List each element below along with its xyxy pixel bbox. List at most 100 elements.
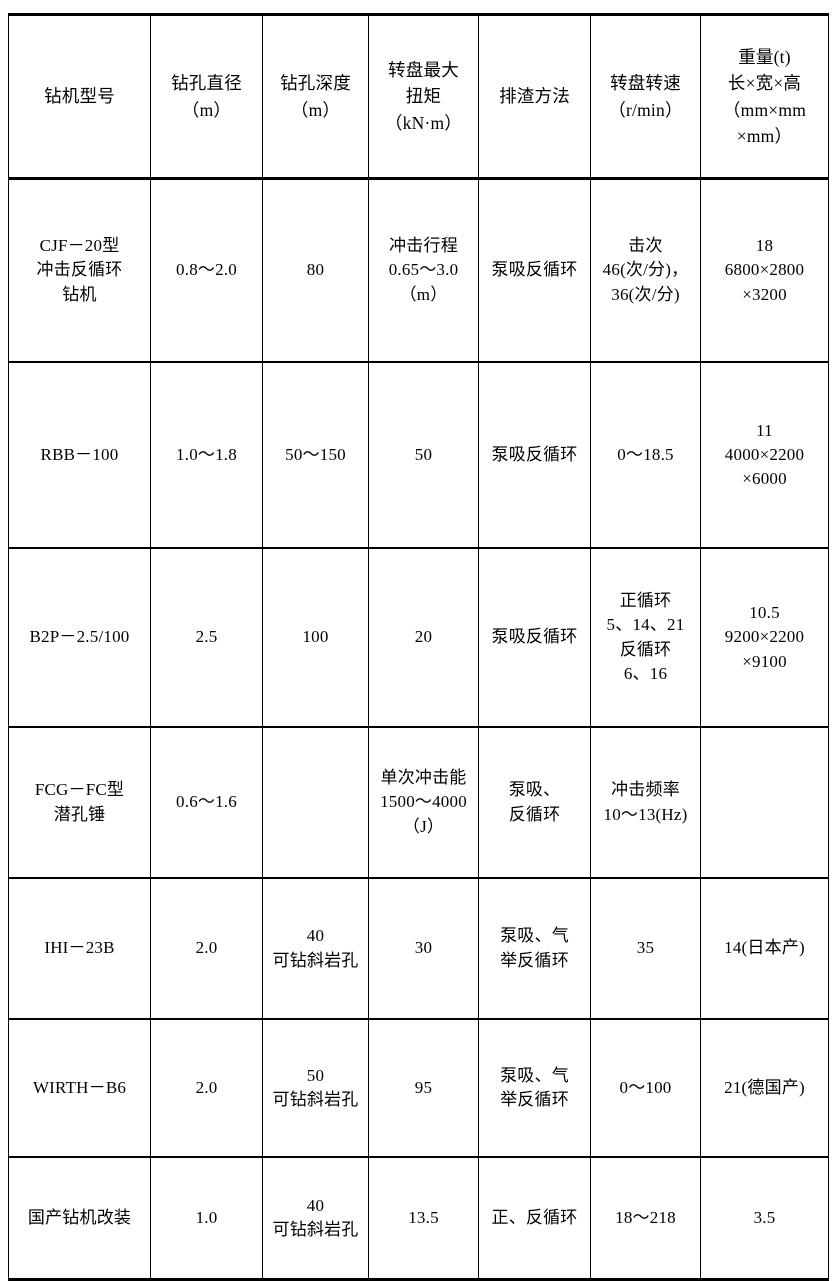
column-header-rotary-speed: 转盘转速 （r/min）	[590, 14, 701, 179]
cell-content: 泵吸反循环	[481, 625, 588, 649]
cell-content: 0～18.5	[593, 443, 698, 467]
header-lines-rotary-speed: 转盘转速 （r/min）	[593, 70, 698, 123]
cell-weight: 11 4000×2200 ×6000	[700, 362, 829, 548]
cell-content: RBB－100	[11, 443, 148, 467]
table-row: CJF－20型 冲击反循环 钻机 0.8～2.0 80 冲击行程 0.65～3.0 （m） 泵吸…	[8, 178, 829, 362]
cell-content: 14(日本产)	[703, 936, 826, 960]
cell-content: 50	[371, 443, 476, 467]
cell-line: 50	[306, 1065, 325, 1085]
cell-line: 可钻斜岩孔	[272, 1220, 359, 1239]
cell-line: 1.0～1.8	[176, 444, 237, 464]
cell-slag: 泵吸、气 举反循环	[478, 1019, 591, 1157]
cell-content: 30	[371, 936, 476, 960]
table-row: FCG－FC型 潜孔锤 0.6～1.6 单次冲击能 1500～4000 （J） 泵吸、 反循环…	[8, 727, 829, 878]
cell-content: 泵吸反循环	[481, 443, 588, 467]
cell-line: 举反循环	[500, 1090, 569, 1109]
column-header-max-torque: 转盘最大扭矩 （kN·m）	[368, 14, 479, 179]
cell-line: 9200×2200	[724, 627, 805, 647]
cell-rpm: 0～100	[590, 1019, 701, 1157]
cell-line: IHI－23B	[44, 938, 115, 958]
cell-line: 击次	[628, 236, 663, 256]
cell-rpm: 正循环 5、14、21 反循环 6、16	[590, 548, 701, 727]
cell-line: CJF－20型	[39, 236, 120, 256]
cell-bore-dia: 2.0	[150, 1019, 263, 1157]
cell-line: 6800×2800	[724, 260, 805, 280]
cell-weight: 10.5 9200×2200 ×9100	[700, 548, 829, 727]
cell-line: 36(次/分)	[611, 284, 680, 304]
table-header-row: 钻机型号 钻孔直径 （m） 钻孔深度 （m） 转盘最大 扭矩 （kN·m） 排渣方法 转…	[8, 14, 829, 179]
cell-line: 95	[414, 1077, 433, 1097]
cell-line: 1500～4000	[380, 792, 467, 812]
cell-content: 40 可钻斜岩孔	[265, 924, 366, 972]
cell-line: 冲击反循环	[36, 260, 123, 280]
cell-line: （m）	[399, 284, 448, 304]
cell-content: 冲击频率 10～13(Hz)	[593, 778, 698, 826]
cell-line: 转盘最大	[388, 60, 459, 81]
column-header-model: 钻机型号	[8, 14, 151, 179]
cell-line: 3.5	[753, 1207, 776, 1227]
cell-model: WIRTH－B6	[8, 1019, 151, 1157]
header-lines-weight-dimensions: 重量(t) 长×宽×高 （mm×mm ×mm）	[703, 44, 826, 149]
cell-line: （mm×mm	[722, 99, 807, 120]
cell-line: WIRTH－B6	[32, 1077, 127, 1097]
header-lines-model: 钻机型号	[11, 83, 148, 109]
cell-content: 2.0	[153, 936, 260, 960]
cell-line: 转盘转速	[610, 73, 681, 94]
cell-line: 0.6～1.6	[176, 792, 237, 812]
cell-model: FCG－FC型 潜孔锤	[8, 727, 151, 878]
cell-line: 正、反循环	[491, 1207, 578, 1227]
column-header-weight-dimensions: 重量(t) 长×宽×高 （mm×mm ×mm）	[700, 14, 829, 179]
cell-content: WIRTH－B6	[11, 1076, 148, 1100]
cell-content: 0～100	[593, 1076, 698, 1100]
cell-content: IHI－23B	[11, 936, 148, 960]
cell-line: 46(次/分)，	[602, 260, 689, 280]
page-sheet: 钻机型号 钻孔直径 （m） 钻孔深度 （m） 转盘最大 扭矩 （kN·m） 排渣方法 转…	[8, 14, 829, 1280]
table-body: 钻机型号 钻孔直径 （m） 钻孔深度 （m） 转盘最大 扭矩 （kN·m） 排渣方法 转…	[8, 14, 829, 1280]
cell-content: 0.6～1.6	[153, 790, 260, 814]
cell-content: 泵吸反循环	[481, 258, 588, 282]
cell-model: RBB－100	[8, 362, 151, 548]
cell-line: 50～150	[285, 444, 346, 464]
cell-line: 2.0	[195, 938, 218, 958]
cell-bore-dia: 1.0	[150, 1157, 263, 1280]
cell-line: 正循环	[619, 591, 672, 611]
cell-line: 长×宽×高	[727, 73, 802, 94]
cell-max-torque: 单次冲击能 1500～4000 （J）	[368, 727, 479, 878]
cell-max-torque: 95	[368, 1019, 479, 1157]
cell-line: 钻孔直径	[171, 73, 242, 94]
cell-line: 21(德国产)	[724, 1077, 805, 1097]
cell-bore-depth: 50 可钻斜岩孔	[262, 1019, 369, 1157]
cell-content: 国产钻机改装	[11, 1206, 148, 1230]
cell-max-torque: 50	[368, 362, 479, 548]
cell-line: ×mm）	[736, 125, 793, 146]
cell-line: （J）	[402, 816, 445, 836]
cell-content: 3.5	[703, 1206, 826, 1230]
cell-slag: 泵吸、 反循环	[478, 727, 591, 878]
cell-line: 2.0	[195, 1077, 218, 1097]
cell-line: 50	[414, 444, 433, 464]
cell-bore-depth: 40 可钻斜岩孔	[262, 1157, 369, 1280]
table-row: RBB－100 1.0～1.8 50～150 50 泵吸反循环 0～18.5 11 4000×…	[8, 362, 829, 548]
cell-max-torque: 冲击行程 0.65～3.0 （m）	[368, 178, 479, 362]
cell-content: 35	[593, 936, 698, 960]
header-lines-bore-diameter: 钻孔直径 （m）	[153, 70, 260, 123]
cell-content: 泵吸、气 举反循环	[481, 924, 588, 972]
cell-line: 18	[755, 236, 774, 256]
cell-line: ×9100	[742, 651, 787, 671]
cell-content: 50 可钻斜岩孔	[265, 1064, 366, 1112]
cell-rpm: 击次 46(次/分)， 36(次/分)	[590, 178, 701, 362]
cell-content: 80	[265, 258, 366, 282]
cell-content: 40 可钻斜岩孔	[265, 1194, 366, 1242]
header-lines-bore-depth: 钻孔深度 （m）	[265, 70, 366, 123]
cell-line: 0.65～3.0	[388, 260, 459, 280]
cell-content: 18 6800×2800 ×3200	[703, 234, 826, 306]
cell-line: 扭矩	[405, 86, 442, 107]
cell-line: （m）	[181, 99, 232, 120]
cell-line: 40	[306, 1195, 325, 1215]
cell-line: ×6000	[742, 469, 787, 489]
cell-line: 重量(t)	[738, 47, 791, 67]
cell-line: 10～13(Hz)	[603, 804, 688, 824]
cell-line: （kN·m）	[384, 112, 463, 133]
cell-content: 单次冲击能 1500～4000 （J）	[371, 766, 476, 838]
cell-line: 可钻斜岩孔	[272, 1090, 359, 1109]
